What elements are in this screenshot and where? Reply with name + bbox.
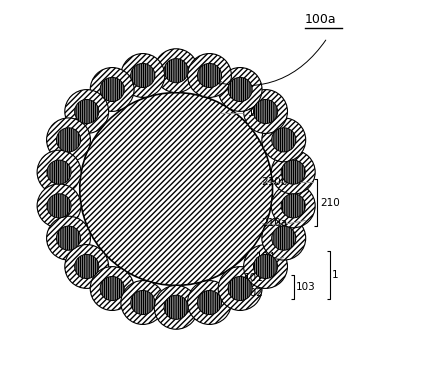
Circle shape — [262, 118, 306, 162]
Text: 1: 1 — [332, 270, 338, 280]
Circle shape — [198, 290, 222, 314]
Circle shape — [121, 280, 165, 324]
Circle shape — [80, 93, 272, 285]
Circle shape — [154, 285, 198, 329]
Text: 100a: 100a — [305, 14, 336, 26]
Circle shape — [281, 160, 305, 184]
Circle shape — [281, 194, 305, 218]
Text: 101: 101 — [244, 273, 264, 284]
Text: 102: 102 — [244, 288, 264, 299]
Circle shape — [75, 99, 99, 124]
Text: 210b: 210b — [261, 177, 288, 187]
Text: 109: 109 — [248, 108, 268, 118]
Circle shape — [164, 295, 188, 319]
Circle shape — [198, 64, 222, 88]
Circle shape — [131, 290, 155, 314]
Circle shape — [100, 77, 124, 102]
Circle shape — [90, 68, 134, 112]
Circle shape — [253, 254, 278, 279]
Circle shape — [47, 160, 71, 184]
Circle shape — [75, 254, 99, 279]
Circle shape — [121, 54, 165, 98]
Text: 104: 104 — [256, 252, 275, 262]
Circle shape — [65, 90, 109, 133]
Circle shape — [47, 194, 71, 218]
Circle shape — [90, 266, 134, 310]
Circle shape — [253, 99, 278, 124]
Text: 210: 210 — [320, 198, 339, 208]
Circle shape — [187, 280, 231, 324]
Circle shape — [56, 128, 81, 152]
Circle shape — [228, 77, 252, 102]
Circle shape — [262, 216, 306, 260]
Circle shape — [218, 68, 262, 112]
Circle shape — [271, 150, 315, 194]
Circle shape — [37, 150, 81, 194]
Circle shape — [65, 245, 109, 288]
Text: 103: 103 — [296, 282, 316, 292]
Circle shape — [47, 118, 90, 162]
Circle shape — [244, 245, 288, 288]
Circle shape — [272, 128, 296, 152]
Circle shape — [271, 184, 315, 228]
Circle shape — [131, 64, 155, 88]
Circle shape — [164, 59, 188, 83]
Circle shape — [56, 226, 81, 250]
Circle shape — [272, 226, 296, 250]
Circle shape — [228, 276, 252, 301]
Circle shape — [37, 184, 81, 228]
Text: 210a: 210a — [261, 218, 288, 228]
Circle shape — [100, 276, 124, 301]
Circle shape — [218, 266, 262, 310]
Circle shape — [47, 216, 90, 260]
Circle shape — [244, 90, 288, 133]
Circle shape — [187, 54, 231, 98]
Circle shape — [154, 49, 198, 93]
